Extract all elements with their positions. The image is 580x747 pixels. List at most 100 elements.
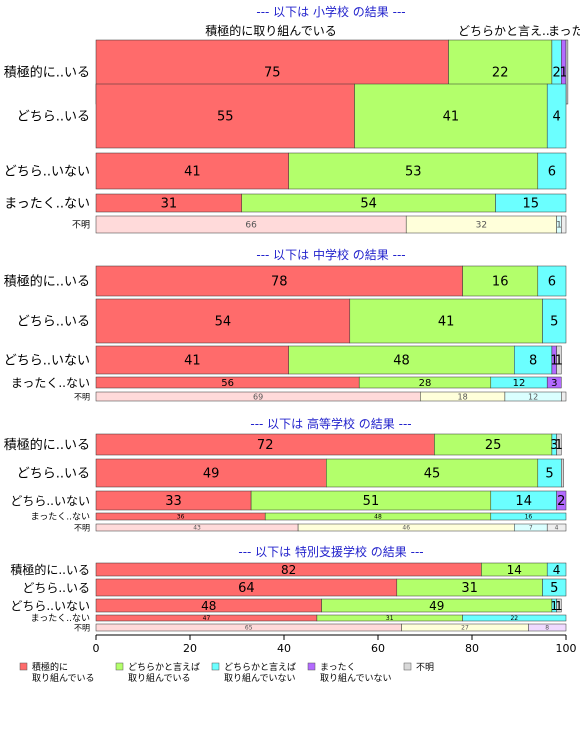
data-label: 3 [551, 378, 557, 389]
data-label: 7 [529, 525, 533, 532]
bar-segment [95, 265, 463, 297]
row-label: 積極的に..いる [10, 562, 90, 577]
data-label: 22 [510, 615, 518, 622]
data-label: 5 [545, 467, 553, 482]
bar-segment [556, 598, 562, 613]
bar-row: まったく..ない 56 28 12 3 [11, 376, 562, 390]
bar-row: まったく..ない 31 54 15 [4, 193, 567, 213]
panels-group: --- 以下は 小学校 の結果 ---積極的に..いる 75 22 21どちら..いる… [4, 4, 569, 632]
data-label: 6 [548, 165, 556, 180]
data-label: 14 [515, 494, 532, 509]
bar-row: どちら..いない 48 49 11 [10, 598, 563, 613]
data-label: 69 [253, 392, 263, 401]
data-label: 48 [201, 599, 216, 613]
data-label: 3 [550, 438, 558, 453]
bar-row: 積極的に..いる 72 25 31 [4, 433, 563, 456]
bar-row: どちら..いる 55 41 4 [17, 83, 567, 149]
tick-label: 80 [465, 642, 479, 655]
bar-row: 積極的に..いる 82 14 4 [10, 562, 567, 577]
tick-label: 100 [556, 642, 577, 655]
bar-segment [556, 433, 562, 456]
data-label: 51 [363, 494, 380, 509]
data-label: 12 [528, 392, 538, 401]
row-label: まったく..ない [31, 512, 90, 523]
legend-label: 取り組んでいない [224, 672, 296, 684]
bar-row: 不明 43 46 7 4 [74, 523, 567, 532]
tick-label: 20 [183, 642, 197, 655]
bar-row: 不明 65 27 8 [74, 623, 567, 632]
row-label: どちら..いない [4, 165, 90, 180]
row-label: 積極的に..いる [4, 65, 90, 81]
legend-label: 取り組んでいる [128, 672, 191, 684]
bar-segment [546, 83, 567, 149]
legend-label: どちらかと言えば [224, 661, 296, 673]
legend-item: 不明 [403, 662, 434, 673]
bar-segment [561, 458, 564, 488]
bar-row: どちら..いない 41 48 8 11 [4, 345, 563, 375]
row-label: どちら..いない [4, 354, 90, 369]
panel-title: --- 以下は 小学校 の結果 --- [256, 4, 405, 19]
bar-row: どちら..いる 49 45 5 [17, 458, 564, 488]
legend-swatch [211, 662, 220, 671]
data-label: 43 [193, 525, 201, 532]
data-label: 6 [548, 275, 556, 290]
bar-segment [490, 512, 567, 521]
bar-segment [95, 345, 289, 375]
bar-segment [354, 83, 548, 149]
legend-label: どちらかと言えば [128, 661, 200, 673]
bar-segment [462, 265, 539, 297]
legend-label: 取り組んでいる [32, 672, 95, 684]
data-label: 1 [550, 599, 558, 613]
data-label: 41 [443, 110, 460, 125]
data-label: 49 [203, 467, 220, 482]
tick-label: 0 [93, 642, 100, 655]
bar-row: どちら..いない 41 53 6 [4, 152, 567, 190]
legend-item: 積極的に取り組んでいる [19, 661, 95, 684]
bar-segment [542, 298, 567, 344]
data-label: 47 [203, 615, 211, 622]
data-label: 4 [555, 525, 559, 532]
panel-2: --- 以下は 高等学校 の結果 ---積極的に..いる 72 25 31どちら..い… [4, 416, 567, 532]
bar-segment [561, 215, 567, 234]
data-label: 14 [507, 563, 522, 577]
data-label: 1 [550, 354, 558, 369]
row-label: どちら..いない [10, 494, 90, 508]
panel-title: --- 以下は 高等学校 の結果 --- [250, 416, 411, 431]
bar-segment [556, 345, 562, 375]
data-label: 2 [557, 494, 565, 509]
bar-segment [349, 298, 543, 344]
bar-segment [95, 458, 327, 488]
data-label: 1 [555, 599, 563, 613]
data-label: 1 [556, 221, 562, 231]
bar-segment [565, 39, 569, 105]
legend-label: まったく [320, 662, 356, 673]
bar-segment [561, 391, 567, 402]
legend-label: 取り組んでいない [320, 672, 392, 684]
top-label-secondary: どちらかと言え.. [458, 24, 550, 38]
data-label: 8 [529, 354, 537, 369]
bar-segment [528, 623, 567, 632]
data-label: 16 [492, 275, 509, 290]
bar-segment [546, 376, 562, 389]
panel-1: --- 以下は 中学校 の結果 --- 積極的に..いる 78 16 6 どちら..いる 5… [4, 247, 567, 402]
bar-row: 積極的に..いる 78 16 6 [4, 265, 567, 297]
bar-row: どちら..いない 33 51 14 2 [10, 490, 567, 511]
bar-segment [462, 614, 567, 622]
data-label: 4 [552, 110, 560, 125]
bar-segment [95, 298, 351, 344]
x-axis: 0 20 40 60 80 100 [93, 634, 577, 655]
panel-title: --- 以下は 特別支援学校 の結果 --- [238, 544, 423, 559]
data-label: 1 [555, 354, 563, 369]
data-label: 48 [374, 514, 382, 521]
top-label-main: 積極的に取り組んでいる [205, 23, 336, 38]
data-label: 46 [402, 525, 410, 532]
bar-segment [514, 345, 553, 375]
data-label: 66 [245, 221, 257, 231]
bar-segment [95, 152, 289, 190]
tick-label: 60 [371, 642, 385, 655]
row-label: 不明 [74, 392, 90, 401]
data-label: 5 [550, 581, 558, 596]
data-label: 31 [386, 615, 394, 622]
